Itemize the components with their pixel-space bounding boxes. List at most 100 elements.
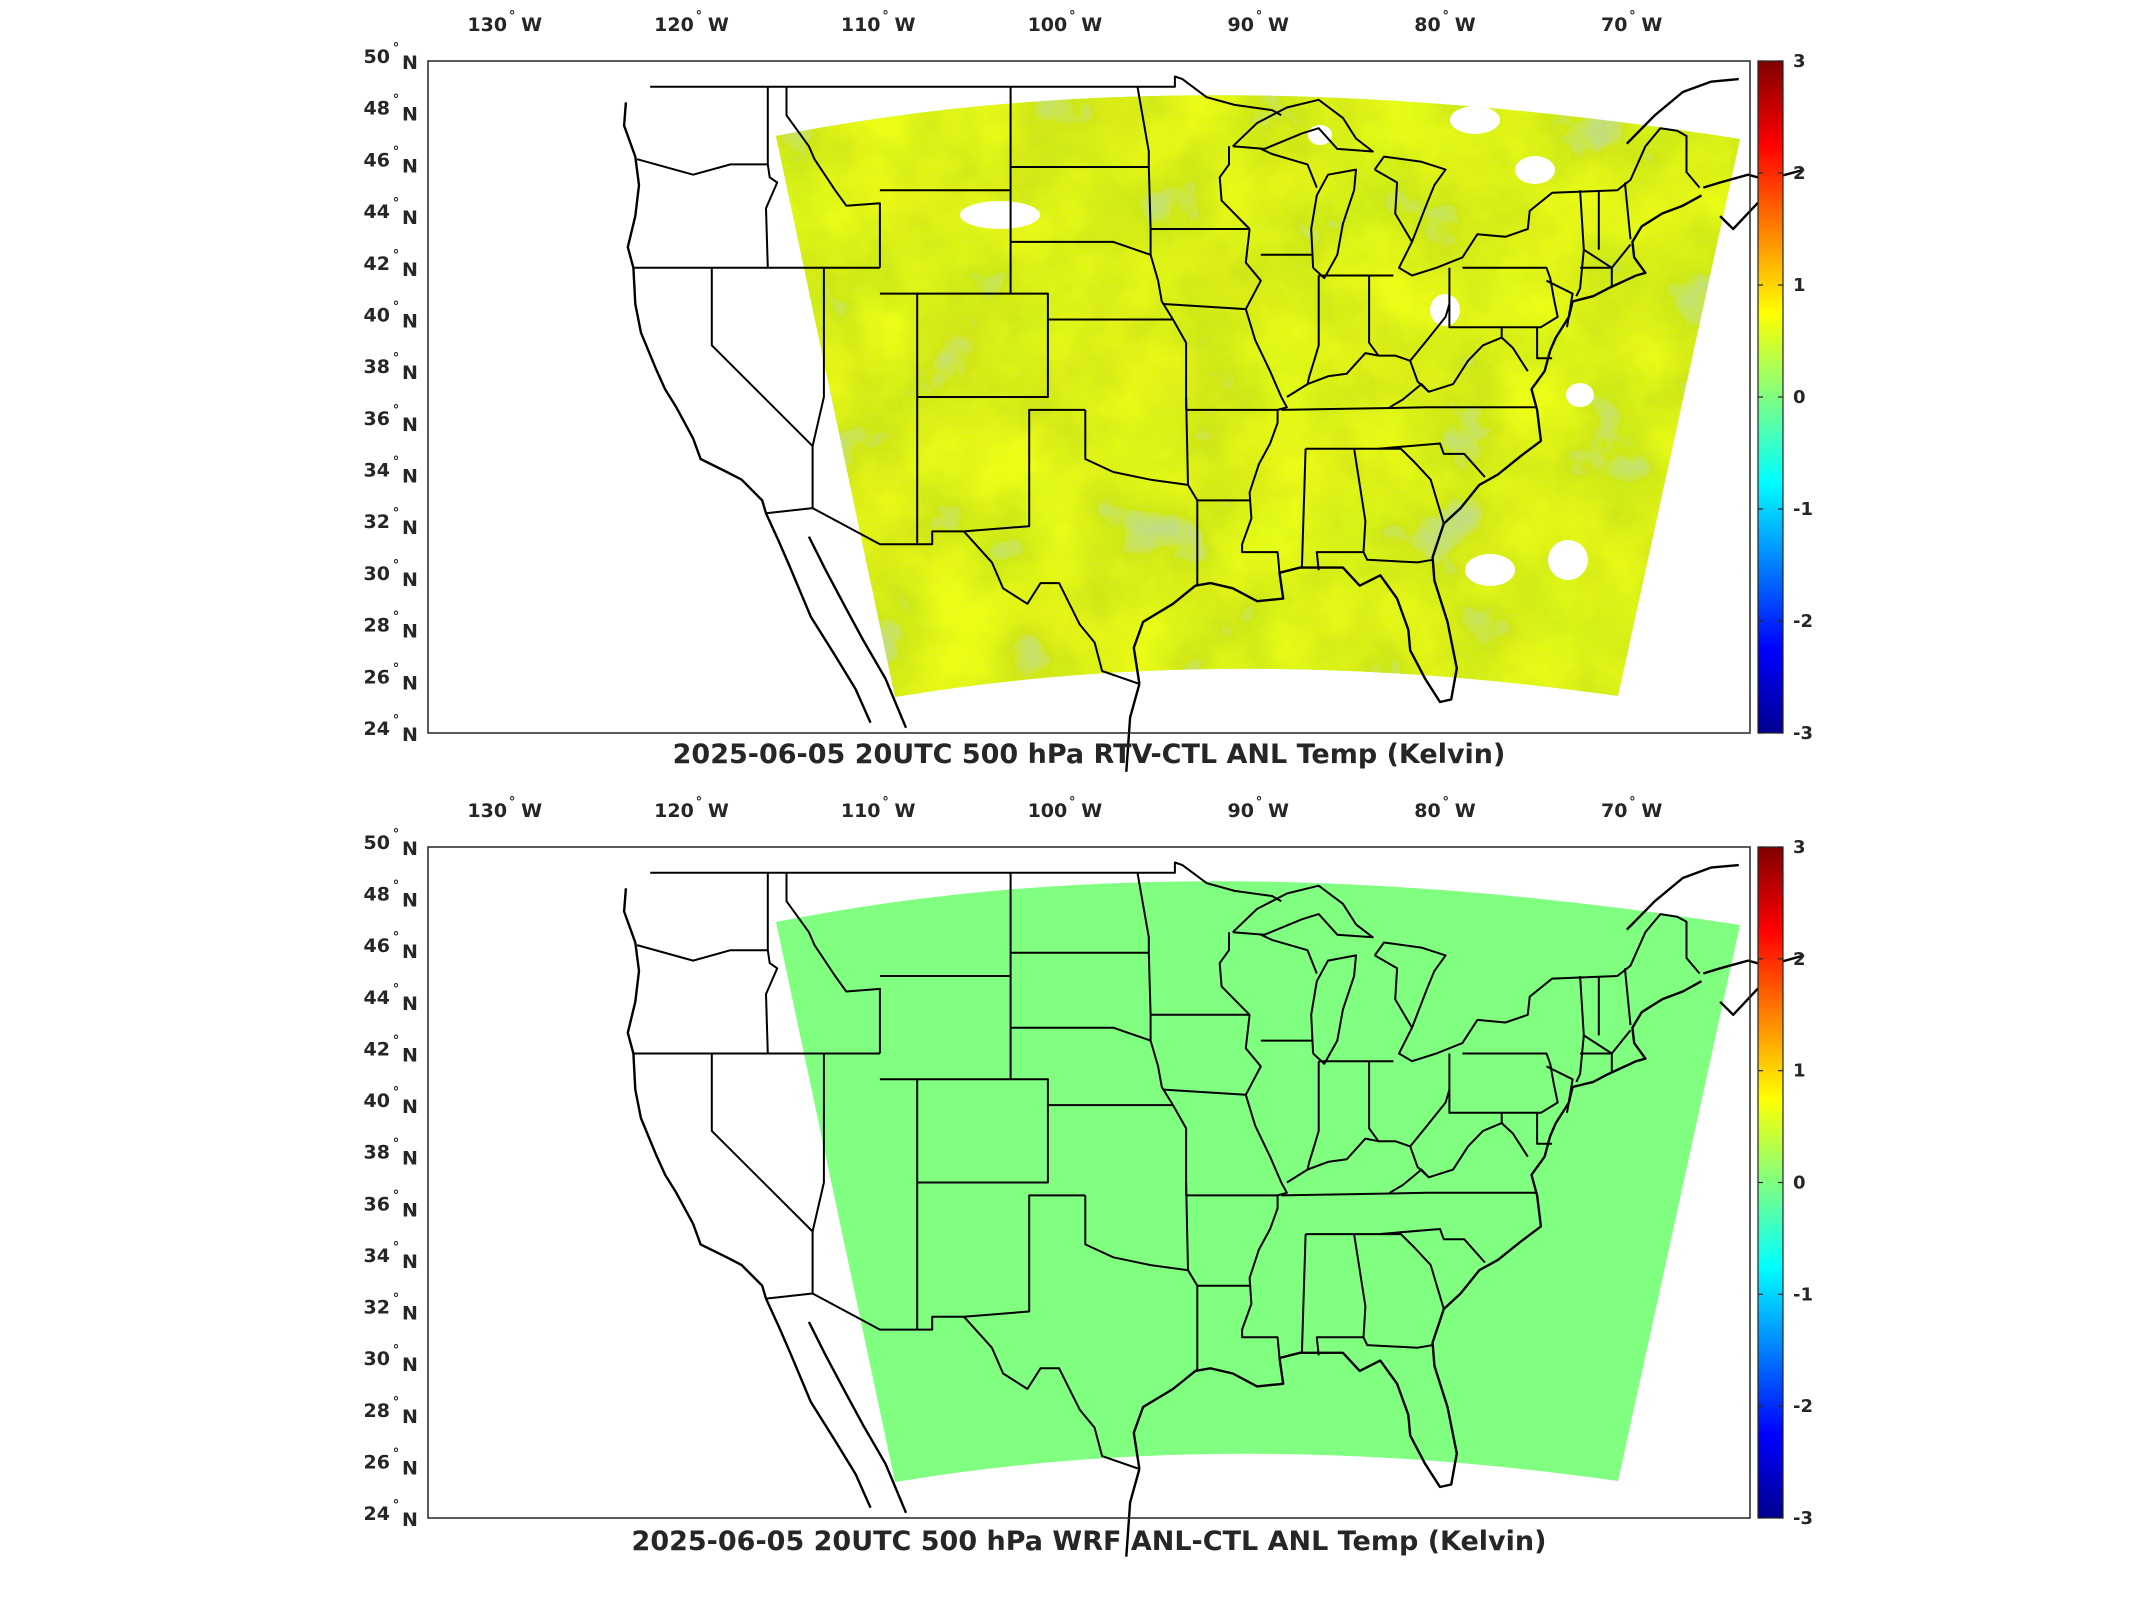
lon-hemisphere: W	[895, 800, 916, 822]
lon-hemisphere: W	[1268, 800, 1289, 822]
lon-hemisphere: W	[1268, 14, 1289, 36]
lat-hemisphere: N	[402, 1096, 418, 1118]
lat-hemisphere: N	[402, 1251, 418, 1273]
lon-tick-label: 120	[654, 14, 694, 36]
degree-symbol: °	[1069, 9, 1076, 24]
lon-hemisphere: W	[708, 14, 729, 36]
lat-tick-label: 30	[364, 563, 390, 585]
lat-tick-label: 34	[364, 1245, 390, 1267]
colorbar: 3 2 1 0 -1 -2 -3	[1757, 837, 1813, 1529]
lon-tick-label: 90	[1228, 14, 1254, 36]
degree-symbol: °	[882, 9, 889, 24]
temperature-difference-field	[776, 95, 1740, 697]
degree-symbol: °	[393, 661, 400, 676]
lat-hemisphere: N	[402, 838, 418, 860]
lat-hemisphere: N	[402, 890, 418, 912]
lat-hemisphere: N	[402, 104, 418, 126]
colorbar-tick-label: 0	[1793, 1173, 1806, 1194]
lon-hemisphere: W	[1081, 14, 1102, 36]
degree-symbol: °	[393, 144, 400, 159]
degree-symbol: °	[1256, 9, 1263, 24]
lat-tick-label: 46	[364, 935, 390, 957]
map-panel-2: 130 ° W 120 ° W 110 ° W 100 ° W 90 ° W 80 ° W 70 ° W50 °N48 °N…	[364, 795, 1813, 1557]
degree-symbol: °	[393, 299, 400, 314]
lon-tick-label: 70	[1601, 800, 1627, 822]
colorbar-tick-label: -3	[1793, 1508, 1813, 1529]
colorbar-tick-label: 1	[1793, 275, 1806, 296]
lon-hemisphere: W	[1641, 800, 1662, 822]
lon-hemisphere: W	[1081, 800, 1102, 822]
degree-symbol: °	[393, 930, 400, 945]
colorbar-tick-label: 2	[1793, 163, 1806, 184]
colorbar-tick-label: 2	[1793, 949, 1806, 970]
degree-symbol: °	[696, 795, 703, 810]
degree-symbol: °	[393, 1292, 400, 1307]
degree-symbol: °	[393, 196, 400, 211]
degree-symbol: °	[393, 1033, 400, 1048]
colorbar-tick-label: -1	[1793, 1284, 1813, 1305]
map-frame	[427, 60, 1751, 734]
lat-hemisphere: N	[402, 1354, 418, 1376]
degree-symbol: °	[393, 558, 400, 573]
colorbar-tick-label: 3	[1793, 837, 1806, 858]
lon-hemisphere: W	[521, 14, 542, 36]
degree-symbol: °	[1069, 795, 1076, 810]
degree-symbol: °	[393, 1188, 400, 1203]
lat-tick-label: 38	[364, 356, 390, 378]
temperature-difference-field	[776, 881, 1740, 1482]
lon-hemisphere: W	[521, 800, 542, 822]
colorbar-tick-label: -1	[1793, 499, 1813, 520]
lon-tick-label: 110	[841, 800, 881, 822]
degree-symbol: °	[393, 403, 400, 418]
degree-symbol: °	[393, 1343, 400, 1358]
lat-tick-label: 32	[364, 511, 390, 533]
degree-symbol: °	[393, 455, 400, 470]
lat-tick-label: 48	[364, 98, 390, 120]
lat-hemisphere: N	[402, 1044, 418, 1066]
map-outlines	[622, 75, 1805, 772]
degree-symbol: °	[509, 795, 516, 810]
colorbar-tick-label: -2	[1793, 611, 1813, 632]
degree-symbol: °	[509, 9, 516, 24]
lon-tick-label: 70	[1601, 14, 1627, 36]
degree-symbol: °	[696, 9, 703, 24]
map-frame	[427, 846, 1751, 1519]
degree-symbol: °	[393, 827, 400, 842]
panel-title: 2025-06-05 20UTC 500 hPa WRF ANL-CTL ANL…	[632, 1526, 1547, 1557]
lon-tick-label: 130	[467, 800, 507, 822]
lon-tick-label: 100	[1028, 14, 1068, 36]
lon-tick-label: 100	[1028, 800, 1068, 822]
lon-hemisphere: W	[708, 800, 729, 822]
colorbar-tick-label: 3	[1793, 51, 1806, 72]
degree-symbol: °	[393, 1498, 400, 1513]
lat-hemisphere: N	[402, 1509, 418, 1531]
lat-tick-label: 44	[364, 201, 390, 223]
lat-tick-label: 36	[364, 408, 390, 430]
degree-symbol: °	[393, 1240, 400, 1255]
lat-hemisphere: N	[402, 569, 418, 591]
degree-symbol: °	[393, 982, 400, 997]
lat-tick-label: 36	[364, 1193, 390, 1215]
degree-symbol: °	[393, 1137, 400, 1152]
lat-hemisphere: N	[402, 466, 418, 488]
degree-symbol: °	[1256, 795, 1263, 810]
lat-hemisphere: N	[402, 993, 418, 1015]
lat-hemisphere: N	[402, 1406, 418, 1428]
degree-symbol: °	[393, 879, 400, 894]
degree-symbol: °	[1442, 795, 1449, 810]
lon-tick-label: 130	[467, 14, 507, 36]
lat-tick-label: 44	[364, 987, 390, 1009]
lat-tick-label: 26	[364, 1451, 390, 1473]
lon-tick-label: 120	[654, 800, 694, 822]
degree-symbol: °	[882, 795, 889, 810]
lon-tick-label: 80	[1414, 800, 1440, 822]
lat-hemisphere: N	[402, 310, 418, 332]
lat-tick-label: 30	[364, 1348, 390, 1370]
lat-hemisphere: N	[402, 1148, 418, 1170]
lon-tick-label: 80	[1414, 14, 1440, 36]
lat-tick-label: 40	[364, 304, 390, 326]
lat-tick-label: 28	[364, 1400, 390, 1422]
degree-symbol: °	[1442, 9, 1449, 24]
degree-symbol: °	[393, 41, 400, 56]
